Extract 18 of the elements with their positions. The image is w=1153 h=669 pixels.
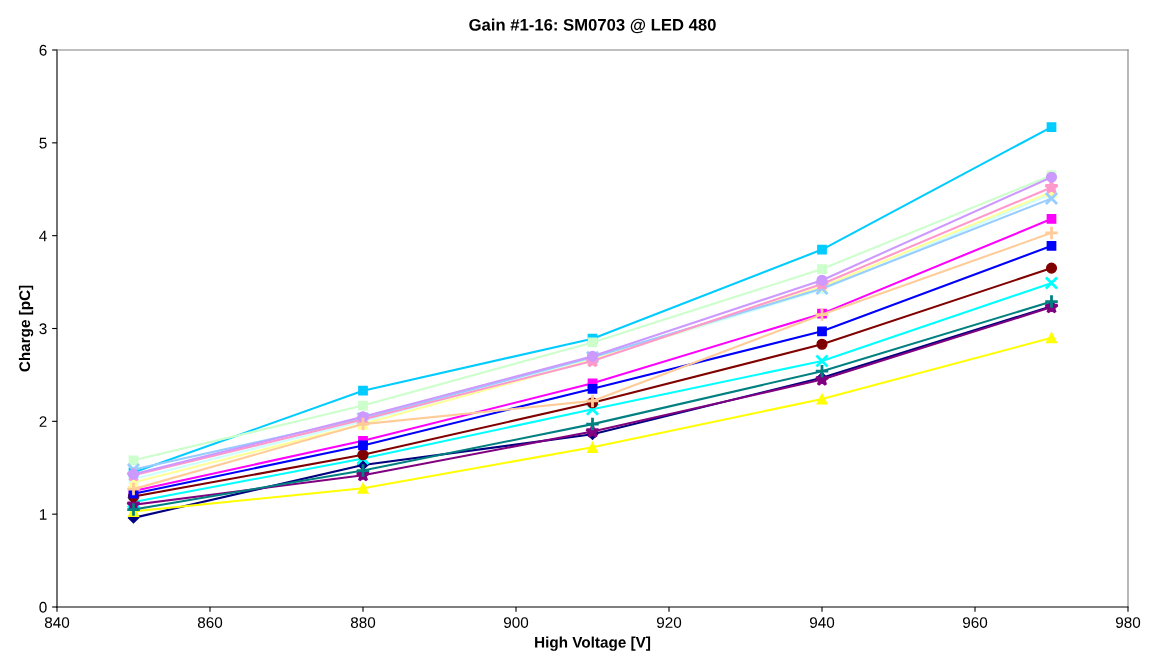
y-tick-label: 1 <box>39 509 47 520</box>
x-tick-label: 900 <box>503 617 529 628</box>
y-tick-label: 5 <box>39 137 47 149</box>
x-tick-label: 980 <box>1115 617 1141 628</box>
y-tick-label: 0 <box>39 601 47 613</box>
y-tick-label: 2 <box>39 416 47 427</box>
x-tick-label: 880 <box>350 617 376 628</box>
x-tick-label: 860 <box>197 617 223 628</box>
y-tick-label: 3 <box>39 323 47 335</box>
y-axis-title: Charge [pC] <box>18 285 34 372</box>
x-tick-label: 940 <box>809 617 835 628</box>
x-axis-title: High Voltage [V] <box>535 636 651 651</box>
chart-title: Gain #1-16: SM0703 @ LED 480 <box>469 18 716 34</box>
x-tick-label: 840 <box>44 617 70 628</box>
x-tick-label: 920 <box>656 617 682 628</box>
y-tick-label: 4 <box>39 230 47 242</box>
x-tick-label: 960 <box>962 617 988 628</box>
y-tick-label: 6 <box>39 44 47 56</box>
